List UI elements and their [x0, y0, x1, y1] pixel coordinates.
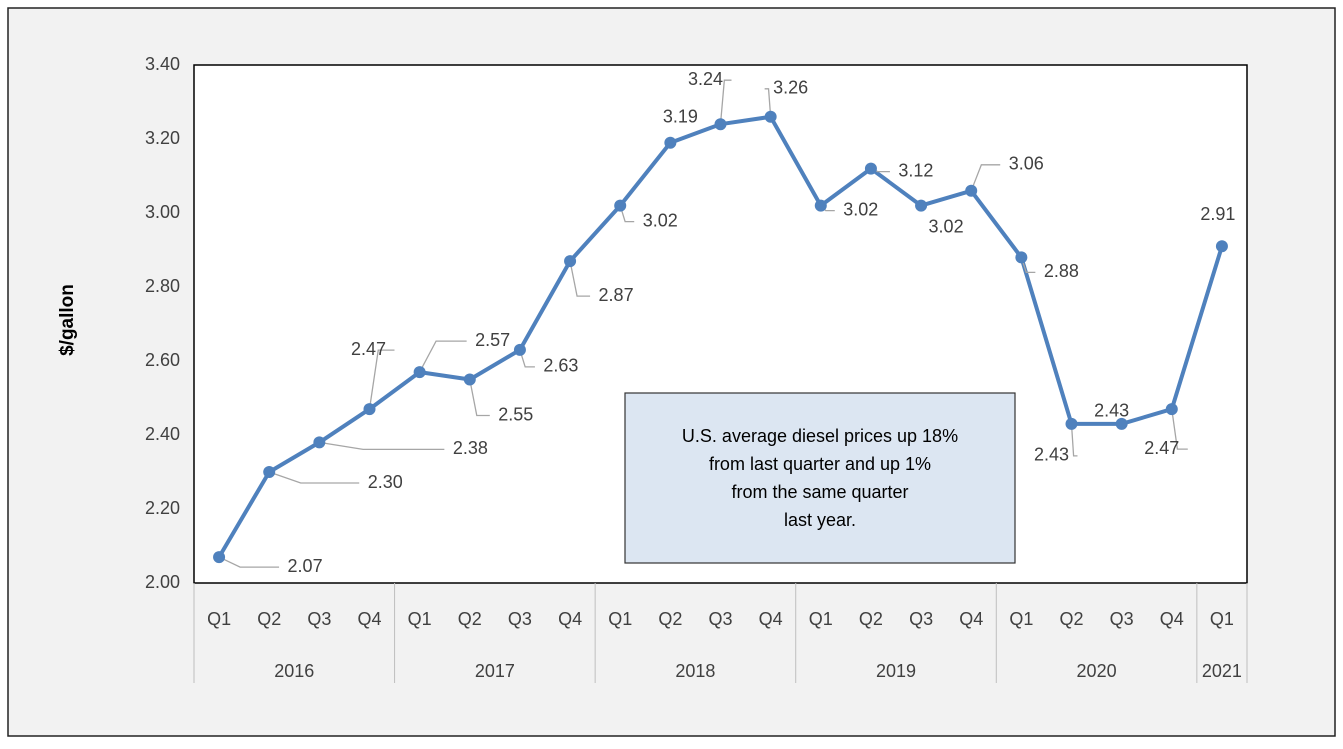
- marker: [814, 199, 827, 212]
- x-tick-label: Q4: [357, 609, 381, 629]
- y-tick-label: 3.20: [145, 128, 180, 148]
- x-tick-label: Q2: [658, 609, 682, 629]
- x-tick-label: Q3: [508, 609, 532, 629]
- marker: [1015, 251, 1028, 264]
- leader-line: [569, 260, 591, 297]
- leader-line: [1171, 409, 1188, 450]
- x-group-label: 2016: [274, 661, 314, 681]
- x-group-label: 2021: [1202, 661, 1242, 681]
- data-label: 2.47: [1144, 438, 1179, 458]
- leader-line: [719, 79, 732, 125]
- leader-line: [269, 471, 360, 484]
- x-tick-label: Q3: [708, 609, 732, 629]
- y-tick-label: 2.20: [145, 498, 180, 518]
- marker: [614, 199, 627, 212]
- y-tick-label: 2.80: [145, 276, 180, 296]
- data-label: 3.24: [688, 69, 723, 89]
- data-label: 3.12: [898, 160, 933, 180]
- annotation-text: from last quarter and up 1%: [709, 454, 931, 474]
- data-label: 2.91: [1200, 204, 1235, 224]
- data-label: 3.26: [773, 78, 808, 98]
- leader-line: [319, 441, 445, 451]
- x-tick-label: Q1: [1009, 609, 1033, 629]
- x-tick-label: Q1: [608, 609, 632, 629]
- data-label: 2.43: [1094, 401, 1129, 421]
- leader-line: [368, 349, 395, 410]
- x-tick-label: Q4: [558, 609, 582, 629]
- data-label: 2.63: [543, 356, 578, 376]
- data-label: 3.02: [843, 199, 878, 219]
- x-tick-label: Q1: [207, 609, 231, 629]
- annotation-box: [624, 392, 1016, 564]
- marker: [363, 403, 376, 416]
- x-tick-label: Q2: [859, 609, 883, 629]
- marker: [463, 373, 476, 386]
- x-tick-label: Q2: [458, 609, 482, 629]
- x-group-label: 2018: [675, 661, 715, 681]
- x-group-label: 2017: [475, 661, 515, 681]
- data-label: 2.57: [475, 330, 510, 350]
- marker: [1065, 417, 1078, 430]
- marker: [213, 551, 226, 564]
- data-label: 3.19: [663, 106, 698, 126]
- marker: [1215, 240, 1228, 253]
- data-label: 2.07: [288, 556, 323, 576]
- x-tick-label: Q3: [307, 609, 331, 629]
- data-label: 2.87: [599, 285, 634, 305]
- annotation-text: last year.: [784, 510, 856, 530]
- data-label: 2.88: [1044, 261, 1079, 281]
- x-group-label: 2020: [1077, 661, 1117, 681]
- leader-line: [764, 88, 772, 117]
- marker: [714, 118, 727, 131]
- data-label: 2.38: [453, 438, 488, 458]
- y-tick-label: 3.40: [145, 54, 180, 74]
- marker: [764, 110, 777, 123]
- x-tick-label: Q2: [257, 609, 281, 629]
- y-axis-label: $/gallon: [57, 284, 78, 356]
- y-tick-label: 3.00: [145, 202, 180, 222]
- leader-line: [469, 379, 490, 417]
- data-label: 2.30: [368, 472, 403, 492]
- annotation-text: U.S. average diesel prices up 18%: [682, 426, 958, 446]
- x-tick-label: Q1: [809, 609, 833, 629]
- annotation-text: from the same quarter: [731, 482, 908, 502]
- y-tick-label: 2.60: [145, 350, 180, 370]
- data-label: 3.06: [1009, 154, 1044, 174]
- marker: [1115, 417, 1128, 430]
- marker: [965, 184, 978, 197]
- x-tick-label: Q4: [959, 609, 983, 629]
- data-label: 2.47: [351, 339, 386, 359]
- data-label: 3.02: [643, 210, 678, 230]
- x-tick-label: Q3: [909, 609, 933, 629]
- x-tick-label: Q4: [759, 609, 783, 629]
- marker: [413, 366, 426, 379]
- marker: [564, 255, 577, 268]
- marker: [864, 162, 877, 175]
- x-tick-label: Q2: [1059, 609, 1083, 629]
- data-label: 2.43: [1034, 445, 1069, 465]
- leader-line: [970, 164, 1001, 192]
- marker: [664, 136, 677, 149]
- leader-line: [419, 340, 467, 373]
- data-label: 3.02: [929, 216, 964, 236]
- y-tick-label: 2.00: [145, 572, 180, 592]
- marker: [263, 466, 276, 478]
- x-tick-label: Q4: [1160, 609, 1184, 629]
- marker: [313, 436, 326, 449]
- y-tick-label: 2.40: [145, 424, 180, 444]
- marker: [1165, 403, 1178, 416]
- data-label: 2.55: [498, 404, 533, 424]
- leader-line: [218, 556, 280, 568]
- x-tick-label: Q1: [1210, 609, 1234, 629]
- x-tick-label: Q1: [408, 609, 432, 629]
- marker: [915, 199, 928, 212]
- x-tick-label: Q3: [1110, 609, 1134, 629]
- x-group-label: 2019: [876, 661, 916, 681]
- leader-line: [1070, 423, 1078, 457]
- marker: [513, 343, 526, 356]
